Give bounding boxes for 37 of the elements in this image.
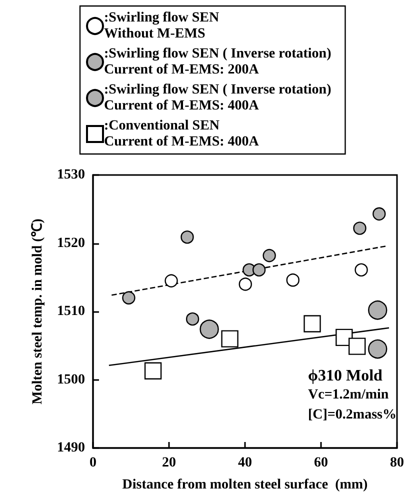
point — [144, 362, 162, 380]
y-tick-label: 1490 — [57, 440, 85, 456]
x-tick-label: 40 — [238, 456, 252, 470]
point — [262, 248, 276, 262]
x-tick-label: 80 — [390, 456, 404, 470]
point — [348, 338, 366, 355]
annotation: Vc=1.2m/min — [308, 388, 389, 402]
point — [372, 207, 386, 220]
point — [353, 222, 366, 235]
point — [238, 278, 252, 291]
point — [354, 263, 368, 276]
point — [368, 300, 388, 320]
point — [221, 330, 238, 348]
y-tick-label: 1510 — [57, 304, 85, 319]
legend-label: :Swirling flow SEN ( Inverse rotation) Current of M-EMS: 200A — [104, 46, 332, 78]
x-axis-title: Distance from molten steel surface (mm) — [122, 478, 368, 492]
point — [304, 315, 321, 332]
x-tick-label: 60 — [314, 456, 328, 470]
x-tick-label: 0 — [90, 456, 96, 470]
y-tick-label: 1520 — [57, 236, 85, 251]
point — [164, 274, 178, 288]
point — [286, 274, 300, 287]
point — [368, 339, 388, 359]
point — [186, 312, 200, 326]
legend-label: :Swirling flow SEN Without M-EMS — [104, 10, 220, 42]
legend-label: :Swirling flow SEN ( Inverse rotation) Current of M-EMS: 400A — [104, 82, 332, 114]
annotation: [C]=0.2mass% — [308, 408, 396, 422]
point — [122, 291, 136, 304]
point — [252, 263, 266, 276]
y-tick-label: 1500 — [57, 372, 85, 388]
y-axis-title: Molten steel temp. in mold (℃) — [30, 218, 46, 404]
y-tick-label: 1530 — [57, 168, 85, 182]
x-tick-label: 20 — [162, 456, 176, 470]
legend-label: :Conventional SEN Current of M-EMS: 400A — [104, 118, 260, 150]
annotation: ϕ310 Mold — [308, 368, 383, 384]
point — [200, 320, 219, 339]
point — [180, 230, 194, 244]
